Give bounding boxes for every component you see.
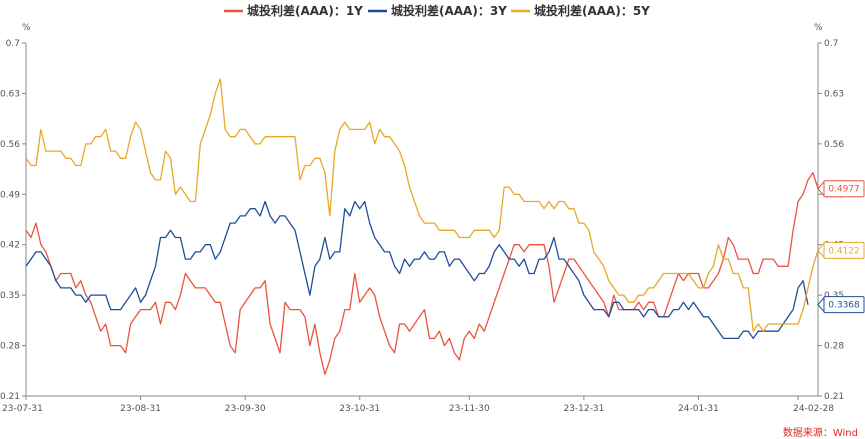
end-value-tag-2: 0.3368: [817, 296, 865, 314]
y-tick-label-left: 0.56: [0, 140, 20, 150]
y-tick-label-right: 0.21: [824, 392, 844, 402]
series-lines: [25, 78, 819, 376]
series-line-1: [25, 172, 819, 376]
y-axis-left: 0.7 0.63 0.56 0.49 0.42 0.35 0.28 0.21: [0, 39, 26, 402]
y-tick-label-left: 0.42: [0, 241, 20, 251]
legend-item-1[interactable]: 城投利差(AAA)：1Y: [224, 3, 363, 18]
y-tick-label-right: 0.7: [824, 39, 838, 49]
y-tick-label-right: 0.35: [824, 291, 844, 301]
x-tick-label: 23-12-31: [563, 404, 604, 414]
y-tick-label-left: 0.28: [0, 342, 20, 352]
legend-item-2[interactable]: 城投利差(AAA)：3Y: [368, 3, 507, 18]
x-tick-label: 23-09-30: [225, 404, 266, 414]
end-value-label: 0.3368: [828, 301, 860, 311]
y-tick-label-left: 0.63: [0, 89, 20, 99]
end-value-tag-1: 0.4977: [817, 180, 865, 198]
x-tick-label: 23-08-31: [120, 404, 161, 414]
y-tick-label-left: 0.49: [0, 190, 20, 200]
y-tick-label-left: 0.7: [6, 39, 20, 49]
x-tick-label: 24-02-28: [793, 404, 834, 414]
end-value-tags: 0.4977 0.3368 0.4122: [817, 180, 865, 314]
y-axis-right: 0.70.630.560.490.420.350.280.21: [818, 39, 844, 402]
y-tick-label-left: 0.21: [0, 392, 20, 402]
end-value-label: 0.4122: [828, 246, 860, 256]
y-tick-label-left: 0.35: [0, 291, 20, 301]
y-axis-unit-left: %: [22, 23, 31, 33]
y-tick-label-right: 0.28: [824, 342, 844, 352]
x-tick-label: 24-01-31: [678, 404, 719, 414]
y-axis-unit-right: %: [814, 23, 823, 33]
x-tick-label: 23-07-31: [2, 404, 43, 414]
x-axis: 23-07-31 23-08-31 23-09-30 23-10-31 23-11-30…: [2, 396, 834, 414]
series-line-3: [25, 78, 819, 332]
end-value-label: 0.4977: [828, 185, 860, 195]
legend-label: 城投利差(AAA)：5Y: [534, 3, 650, 18]
legend-item-3[interactable]: 城投利差(AAA)：5Y: [511, 3, 650, 18]
axes: [25, 43, 819, 397]
y-tick-label-right: 0.56: [824, 140, 844, 150]
y-tick-label-right: 0.63: [824, 89, 844, 99]
x-tick-label: 23-10-31: [339, 404, 380, 414]
legend-label: 城投利差(AAA)：3Y: [391, 3, 507, 18]
x-tick-label: 23-11-30: [449, 404, 490, 414]
data-source: 数据来源：Wind: [783, 426, 858, 439]
legend: 城投利差(AAA)：1Y 城投利差(AAA)：3Y 城投利差(AAA)：5Y: [224, 3, 650, 18]
series-line-2: [25, 200, 809, 340]
legend-label: 城投利差(AAA)：1Y: [247, 3, 363, 18]
end-value-tag-3: 0.4122: [817, 241, 865, 259]
